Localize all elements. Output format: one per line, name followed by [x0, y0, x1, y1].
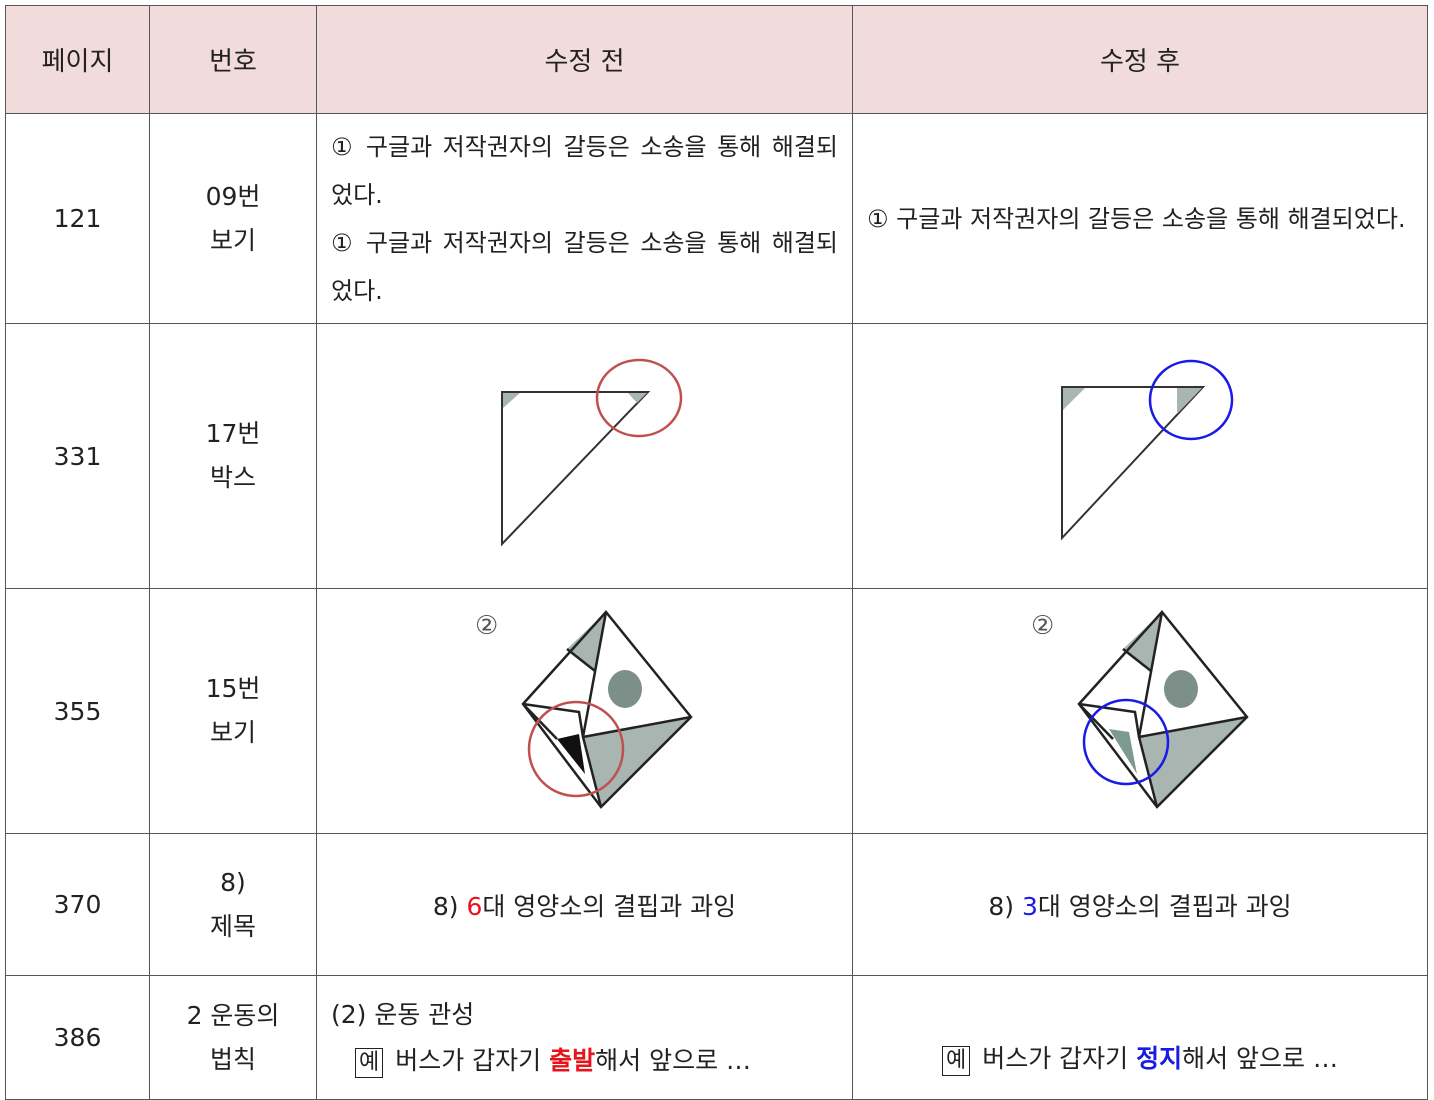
figure [1061, 359, 1234, 541]
after-cell [852, 323, 1428, 589]
tag: 예 [355, 1047, 384, 1078]
page-cell: 331 [5, 323, 150, 589]
text: 2 운동의 [186, 1000, 280, 1030]
before-cell: ② [316, 588, 853, 834]
figure [521, 610, 693, 809]
highlight: 3 [1021, 891, 1038, 921]
text: 해서 앞으로 … [595, 1045, 752, 1075]
before-cell: ① 구글과 저작권자의 갈등은 소송을 통해 해결되었다. ① 구글과 저작권자의… [316, 113, 853, 324]
row: 121 09번 보기 ① 구글과 저작권자의 갈등은 소송을 통해 해결되었다. ①… [5, 113, 1428, 324]
text: 법칙 [209, 1044, 256, 1074]
text: 대 영양소의 결핍과 과잉 [1037, 891, 1292, 921]
text: 15번 [205, 674, 261, 703]
header-cell: 번호 [149, 5, 317, 114]
row: 386 2 운동의 법칙 (2) 운동 관성 예 버스가 갑자기 출발해서 앞으로 … [5, 975, 1428, 1100]
text: ① 구글과 저작권자의 갈등은 소송을 통해 해결되었다. [331, 132, 838, 209]
text: 해서 앞으로 … [1182, 1044, 1339, 1073]
row: 370 8) 제목 8) 6대 영양소의 결핍과 과잉 8) 3대 영양소의 결핍… [5, 833, 1428, 976]
text: ① 구글과 저작권자의 갈등은 소송을 통해 해결되었다. [331, 228, 838, 305]
before-cell [316, 323, 853, 589]
header-cell: 페이지 [5, 5, 150, 114]
text: 대 영양소의 결핍과 과잉 [482, 891, 737, 921]
header-cell: 수정 후 [852, 5, 1428, 114]
header-cell: 수정 전 [316, 5, 853, 114]
highlight: 정지 [1136, 1044, 1183, 1073]
page-cell: 386 [5, 975, 150, 1100]
page-cell: 355 [5, 588, 150, 834]
tag: 예 [941, 1046, 971, 1076]
label: ② [475, 611, 499, 641]
text: 제목 [209, 911, 256, 941]
figure [501, 358, 683, 547]
page-cell: 370 [5, 833, 150, 976]
header-row: 페이지 번호 수정 전 수정 후 [5, 5, 1428, 114]
text: 17번 [205, 419, 261, 448]
text: 박스 [209, 463, 256, 492]
highlight: 출발 [549, 1045, 596, 1075]
before-cell: 8) 6대 영양소의 결핍과 과잉 [316, 833, 853, 976]
text: 09번 [205, 181, 261, 211]
number-cell: 8) 제목 [149, 833, 317, 976]
label: ② [1031, 611, 1055, 641]
text: ① 구글과 저작권자의 갈등은 소송을 통해 해결되었다. [867, 204, 1406, 233]
text: 버스가 갑자기 [982, 1044, 1129, 1073]
after-cell: ② [852, 588, 1428, 834]
text: 8) [432, 891, 459, 921]
text: 버스가 갑자기 [395, 1045, 542, 1075]
figure [1077, 610, 1249, 809]
after-cell: 8) 3대 영양소의 결핍과 과잉 [852, 833, 1428, 976]
page-cell: 121 [5, 113, 150, 324]
text: 보기 [209, 225, 256, 255]
text: 8) [220, 867, 246, 897]
highlight: 6 [466, 891, 483, 921]
text: (2) 운동 관성 [331, 999, 475, 1029]
text: 보기 [209, 718, 256, 747]
text: 8) [988, 891, 1014, 921]
after-cell: ① 구글과 저작권자의 갈등은 소송을 통해 해결되었다. [852, 113, 1428, 324]
after-cell: 예 버스가 갑자기 정지해서 앞으로 … [852, 975, 1428, 1100]
